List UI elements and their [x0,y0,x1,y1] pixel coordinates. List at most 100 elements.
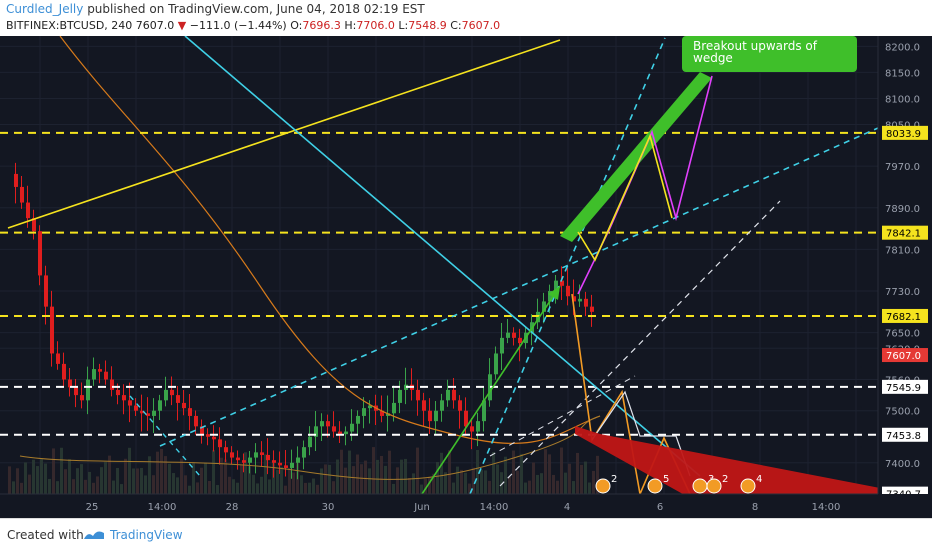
event-marker-icon [647,478,663,494]
candle-body [74,387,78,396]
cyan-dashed-steep-line [469,37,666,495]
volume-bar [560,447,563,494]
candle-body [164,389,168,401]
candle-body [344,431,348,435]
volume-bar [508,476,511,494]
yellow-trendline [7,39,561,229]
time-tick-label: 25 [86,502,99,513]
volume-bar [544,449,547,494]
time-tick-label: Jun [413,502,430,513]
green-breakout-arrow [560,72,712,242]
white-dashed-line-2 [489,375,636,457]
time-tick-label: 4 [564,502,570,513]
volume-bar [480,469,483,494]
candle-body [350,423,354,432]
candle-body [248,457,252,463]
candle-body [464,410,468,427]
author-link[interactable]: Curdled_Jelly [6,2,84,16]
price-badge [882,348,928,363]
price-change: −111.0 (−1.44%) [189,19,287,32]
volume-bar [424,478,427,494]
candle-body [62,363,66,380]
volume-bar [572,481,575,494]
candle-body [506,332,510,338]
volume-bar [576,452,579,494]
volume-bar [400,459,403,494]
event-marker-icon [740,478,756,494]
volume-bar [256,483,259,494]
white-path [591,390,691,477]
volume-bar [68,459,71,494]
candle-body [368,405,372,409]
volume-bar [540,473,543,494]
volume-bar [316,484,319,494]
volume-bar [352,466,355,494]
price-badge-label: 7453.8 [886,431,921,442]
volume-bar [392,483,395,494]
candle-body [50,306,54,354]
volume-bar [48,478,51,494]
candle-body [170,389,174,396]
candle-body [494,353,498,375]
volume-bar [148,456,151,494]
candle-body [212,436,216,440]
candle-body [218,439,222,448]
close-value: 7607.0 [461,19,501,32]
candle-body [86,379,90,401]
last-price: 7607.0 [135,19,175,32]
volume-bar [320,468,323,494]
price-axis-background [878,36,932,494]
candle-body [104,371,108,380]
candle-body [338,431,342,435]
volume-bar [476,449,479,494]
volume-bar [236,482,239,494]
volume-bar [288,467,291,494]
candle-body [554,280,558,292]
volume-bar [280,466,283,494]
volume-bar [36,466,39,494]
volume-bar [260,476,263,494]
price-badge [882,379,928,394]
candle-body [482,400,486,422]
candle-body [146,413,150,416]
candle-body [560,280,564,286]
tradingview-link[interactable]: TradingView [110,528,183,542]
candle-body [80,395,84,401]
price-tick-label: 7730.0 [885,287,920,298]
volume-bar [472,467,475,494]
candle-body [536,311,540,323]
volume-bar [432,473,435,494]
volume-bar [52,448,55,494]
volume-bar [308,482,311,494]
candle-body [26,202,30,219]
time-tick-label: 8 [752,502,758,513]
candle-body [98,369,102,372]
candle-body [590,306,594,312]
volume-bar [528,480,531,494]
event-marker-count: 4 [756,474,762,485]
low-value: 7548.9 [408,19,447,32]
volume-bar [104,461,107,494]
volume-bar [552,474,555,494]
created-with-text: Created with [7,528,84,542]
price-tick-label: 7810.0 [885,245,920,256]
candle-body [254,452,258,458]
candle-body [302,447,306,458]
volume-bar [124,458,127,494]
price-chart[interactable]: Breakout upwards ofwedge253248200.08150.… [0,36,932,518]
volume-bar [512,450,515,494]
candle-body [356,415,360,424]
low-label: L: [398,19,409,32]
price-tick-label: 8150.0 [885,68,920,79]
volume-bar [136,468,139,494]
volume-bar [200,467,203,494]
candle-body [398,389,402,403]
candle-body [44,275,48,307]
candle-body [284,465,288,468]
volume-bar [564,472,567,494]
volume-bar [108,455,111,494]
event-marker-icon [692,478,708,494]
price-tick-label: 7650.0 [885,329,920,340]
volume-bar [464,472,467,494]
volume-bar [556,480,559,494]
